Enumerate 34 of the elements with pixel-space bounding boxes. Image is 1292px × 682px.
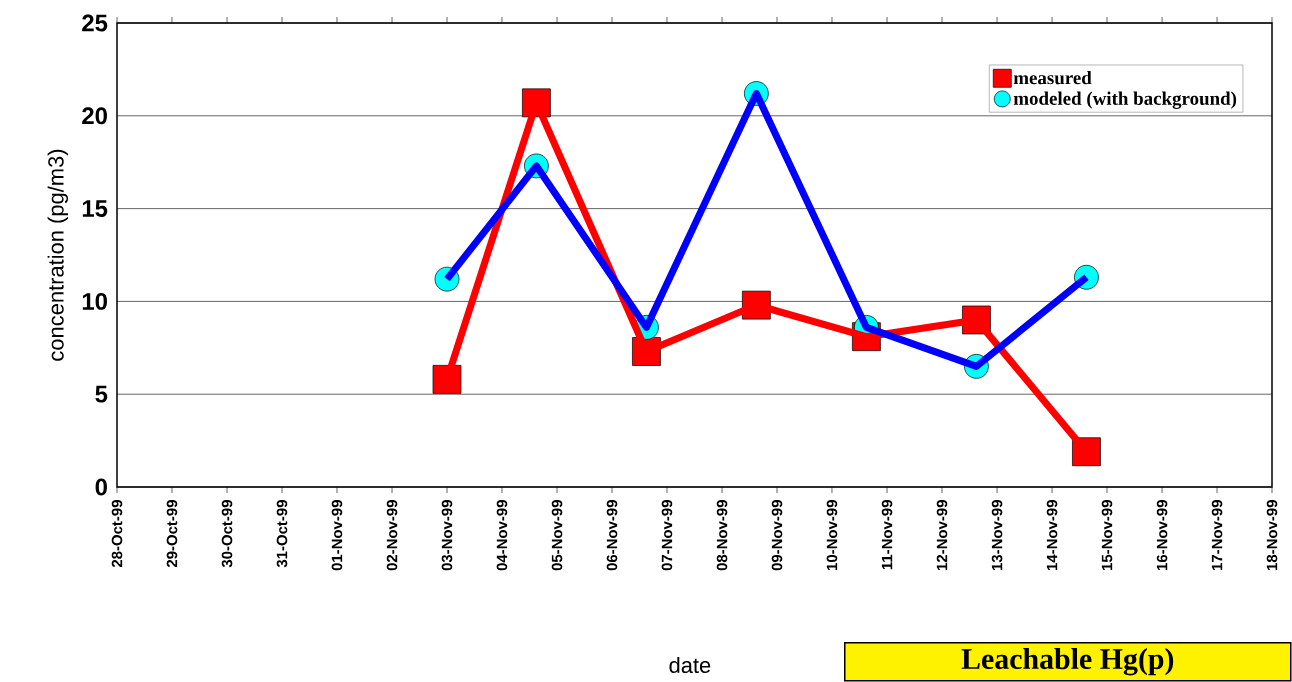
y-tick-label: 0 bbox=[95, 478, 107, 496]
x-tick-label: 10-Nov-99 bbox=[826, 500, 838, 571]
x-tick-label: 08-Nov-99 bbox=[716, 500, 728, 571]
x-tick-label: 04-Nov-99 bbox=[496, 500, 508, 571]
x-tick-label: 31-Oct-99 bbox=[276, 500, 288, 568]
x-tick-label: 17-Nov-99 bbox=[1211, 500, 1223, 571]
x-tick-label: 14-Nov-99 bbox=[1046, 500, 1058, 571]
x-axis-title: date bbox=[669, 656, 711, 674]
y-tick-label: 10 bbox=[82, 292, 107, 310]
x-tick-label: 09-Nov-99 bbox=[771, 500, 783, 571]
point bbox=[432, 365, 462, 394]
x-tick-label: 06-Nov-99 bbox=[606, 500, 618, 571]
x-tick-label: 03-Nov-99 bbox=[441, 500, 453, 571]
x-tick-label: 07-Nov-99 bbox=[661, 500, 673, 571]
x-tick-label: 18-Nov-99 bbox=[1266, 500, 1278, 571]
x-tick-label: 13-Nov-99 bbox=[991, 500, 1003, 571]
x-tick-label: 30-Oct-99 bbox=[221, 500, 233, 568]
y-tick-label: 20 bbox=[82, 107, 107, 125]
x-tick-label: 02-Nov-99 bbox=[386, 500, 398, 571]
y-axis-title: concentration (pg/m3) bbox=[47, 149, 69, 361]
x-tick-label: 29-Oct-99 bbox=[166, 500, 178, 568]
y-tick-label: 5 bbox=[95, 385, 108, 403]
x-tick-label: 15-Nov-99 bbox=[1101, 500, 1113, 571]
y-tick-label: 25 bbox=[82, 14, 108, 32]
x-tick-label: 11-Nov-99 bbox=[881, 500, 893, 570]
legend-label: measured bbox=[1013, 70, 1092, 85]
x-tick-label: 05-Nov-99 bbox=[551, 500, 563, 571]
text: Leachable Hg(p) bbox=[961, 648, 1174, 676]
y-tick-label: 15 bbox=[82, 200, 108, 217]
legend-label: modeled (with background) bbox=[1013, 91, 1237, 109]
x-tick-label: 28-Oct-99 bbox=[111, 500, 123, 568]
x-tick-label: 01-Nov-99 bbox=[331, 500, 343, 571]
x-tick-label: 12-Nov-99 bbox=[936, 500, 948, 571]
x-tick-label: 16-Nov-99 bbox=[1156, 500, 1168, 571]
